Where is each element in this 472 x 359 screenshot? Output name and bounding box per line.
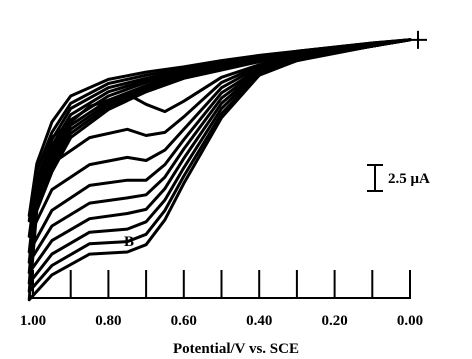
x-axis-tick-labels: 1.00 0.80 0.60 0.40 0.20 0.00 — [20, 313, 423, 329]
x-tick-label: 0.40 — [246, 313, 272, 329]
x-axis-ticks — [32, 270, 411, 298]
annotation-label-b: B — [124, 234, 134, 250]
scale-bar-label: 2.5 μA — [388, 171, 430, 187]
x-tick-label: 0.60 — [171, 313, 197, 329]
voltammogram-curves — [27, 38, 412, 302]
x-tick-label: 0.80 — [95, 313, 121, 329]
start-marker-cross — [409, 30, 427, 49]
cv-cycle-5 — [27, 38, 412, 264]
cv-cycle-6 — [27, 38, 412, 275]
x-tick-label: 1.00 — [20, 313, 46, 329]
annotation-label-a: A — [150, 75, 161, 91]
x-axis-title: Potential/V vs. SCE — [173, 341, 299, 357]
x-axis: 1.00 0.80 0.60 0.40 0.20 0.00 Potential/V vs.… — [20, 270, 423, 357]
cv-cycle-9 — [27, 38, 412, 302]
x-tick-label: 0.20 — [321, 313, 347, 329]
scale-bar: 2.5 μA — [367, 164, 430, 192]
x-tick-label: 0.00 — [397, 313, 423, 329]
